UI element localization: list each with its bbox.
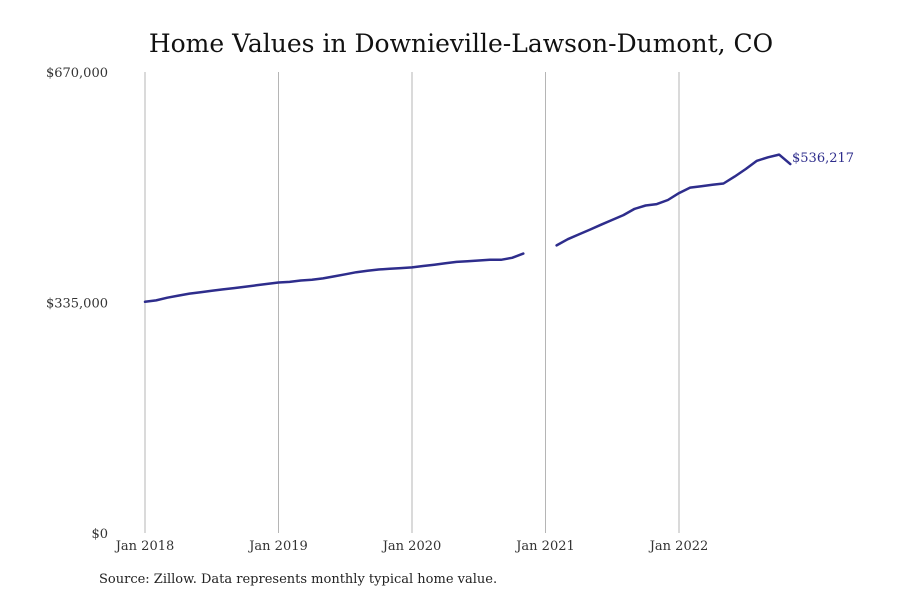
y-tick-label: $670,000 [46, 66, 108, 81]
x-tick-label: Jan 2019 [247, 539, 308, 554]
end-value-label: $536,217 [792, 151, 854, 166]
x-tick-label: Jan 2021 [514, 539, 575, 554]
chart-title: Home Values in Downieville-Lawson-Dumont… [149, 29, 773, 58]
series-line [555, 153, 792, 247]
x-tick-label: Jan 2018 [114, 539, 175, 554]
y-tick-label: $0 [91, 527, 108, 542]
series-line [143, 252, 525, 304]
y-axis: $0 $335,000 $670,000 [46, 66, 108, 542]
x-tick-label: Jan 2022 [648, 539, 709, 554]
source-note: Source: Zillow. Data represents monthly … [99, 572, 498, 587]
x-axis: Jan 2018 Jan 2019 Jan 2020 Jan 2021 Jan 2022 [114, 539, 709, 554]
x-tick-label: Jan 2020 [381, 539, 442, 554]
grid [144, 72, 680, 533]
y-tick-label: $335,000 [46, 297, 108, 312]
series [143, 153, 792, 304]
